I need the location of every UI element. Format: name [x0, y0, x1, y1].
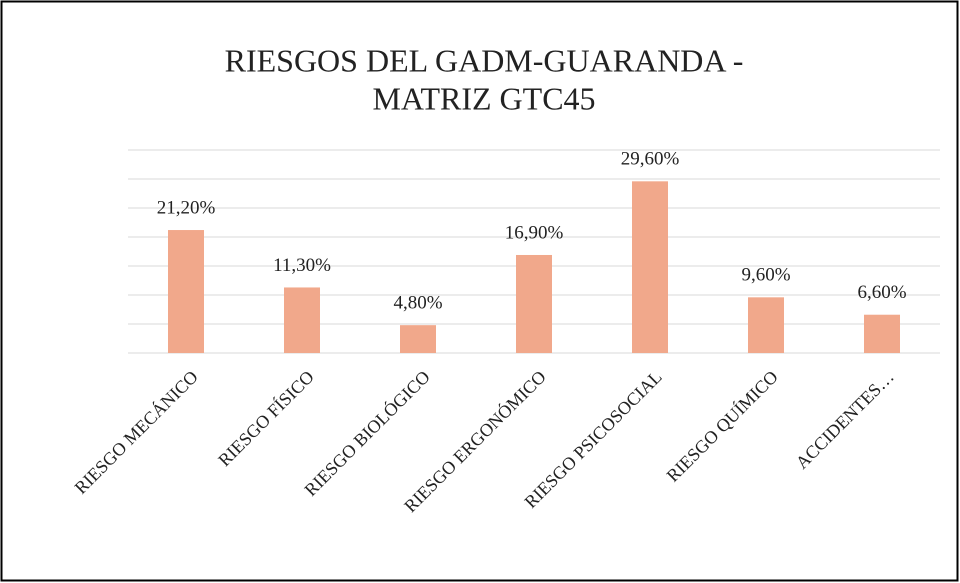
bar [748, 297, 784, 353]
data-label: 21,20% [157, 197, 216, 218]
bar [168, 230, 204, 353]
bar [400, 325, 436, 353]
bar [632, 181, 668, 353]
bar [516, 254, 552, 353]
bar [284, 287, 320, 353]
chart-title: MATRIZ GTC45 [372, 80, 595, 116]
chart-title: RIESGOS DEL GADM-GUARANDA - [225, 42, 744, 78]
data-label: 29,60% [621, 149, 680, 170]
data-label: 16,90% [505, 222, 564, 243]
data-label: 6,60% [857, 282, 906, 303]
data-label: 4,80% [393, 293, 442, 314]
data-label: 11,30% [273, 255, 331, 276]
bar [864, 314, 900, 353]
data-label: 9,60% [741, 265, 790, 286]
